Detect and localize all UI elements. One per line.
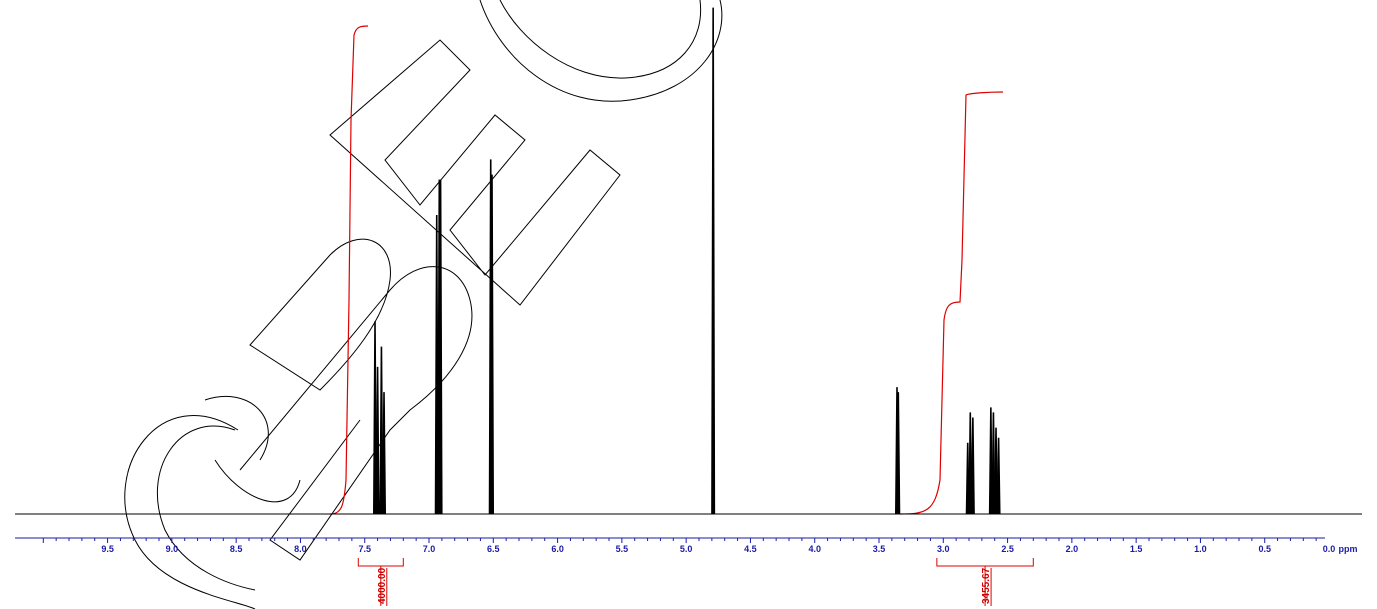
spectrum-peak <box>994 427 999 515</box>
spectrum-peak <box>991 412 996 515</box>
axis-tick-label: 3.0 <box>937 544 950 554</box>
axis-tick-label: 8.0 <box>294 544 307 554</box>
watermark-stroke <box>329 39 621 306</box>
integral-curve <box>329 25 369 515</box>
spectrum-peak <box>711 7 716 515</box>
integral-bracket <box>357 558 404 567</box>
spectrum-peak <box>968 412 973 515</box>
spectrum-peak <box>373 321 378 515</box>
axis-tick-label: 5.0 <box>680 544 693 554</box>
axis-tick-label: 2.5 <box>1001 544 1014 554</box>
axis-tick-label: 9.0 <box>166 544 179 554</box>
watermark-stroke <box>124 395 301 609</box>
axis-tick-label: 9.5 <box>101 544 114 554</box>
axis-unit-label: ppm <box>1339 544 1358 554</box>
spectrum-peak <box>382 392 387 515</box>
axis-tick-label: 0.0 <box>1323 544 1336 554</box>
axis-tick-label: 3.5 <box>873 544 886 554</box>
axis-tick-label: 8.5 <box>230 544 243 554</box>
axis-tick-label: 1.5 <box>1130 544 1143 554</box>
integral-regions: 4000.00 3455.67 <box>357 558 1034 606</box>
integral-bracket <box>936 558 1034 567</box>
integral-curve <box>899 91 1004 515</box>
watermark-stroke <box>239 238 473 561</box>
axis-tick-label: 1.0 <box>1194 544 1207 554</box>
axis-tick-label: 5.5 <box>616 544 629 554</box>
integral-value-label: 4000.00 <box>377 567 388 604</box>
axis-tick-label: 4.0 <box>808 544 821 554</box>
integral-curves <box>329 25 1004 515</box>
spectrum-peak <box>434 215 439 515</box>
spectrum-peak <box>988 407 993 515</box>
watermark <box>124 0 723 609</box>
spectrum-peak <box>375 366 380 515</box>
watermark-stroke <box>479 0 723 102</box>
spectrum-peak <box>379 346 384 515</box>
spectrum-peak <box>490 174 495 515</box>
axis-tick-label: 7.0 <box>423 544 436 554</box>
ppm-axis: 9.5 9.0 8.5 8.0 7.5 7.0 6.5 6.0 5.5 5.0 4.5 4.0 3.5 3… <box>15 537 1358 554</box>
spectrum-peak <box>996 437 1001 515</box>
integral-value-label: 3455.67 <box>981 567 992 604</box>
axis-tick-label: 6.5 <box>487 544 500 554</box>
axis-tick-label: 2.0 <box>1066 544 1079 554</box>
axis-tick-label: 0.5 <box>1258 544 1271 554</box>
axis-tick-label: 4.5 <box>744 544 757 554</box>
axis-tick-label: 7.5 <box>358 544 371 554</box>
spectrum-peak <box>970 417 975 515</box>
spectrum-peaks <box>373 7 1001 515</box>
axis-tick-label: 6.0 <box>551 544 564 554</box>
spectrum-peak <box>896 392 901 515</box>
spectrum-peak <box>438 179 443 515</box>
